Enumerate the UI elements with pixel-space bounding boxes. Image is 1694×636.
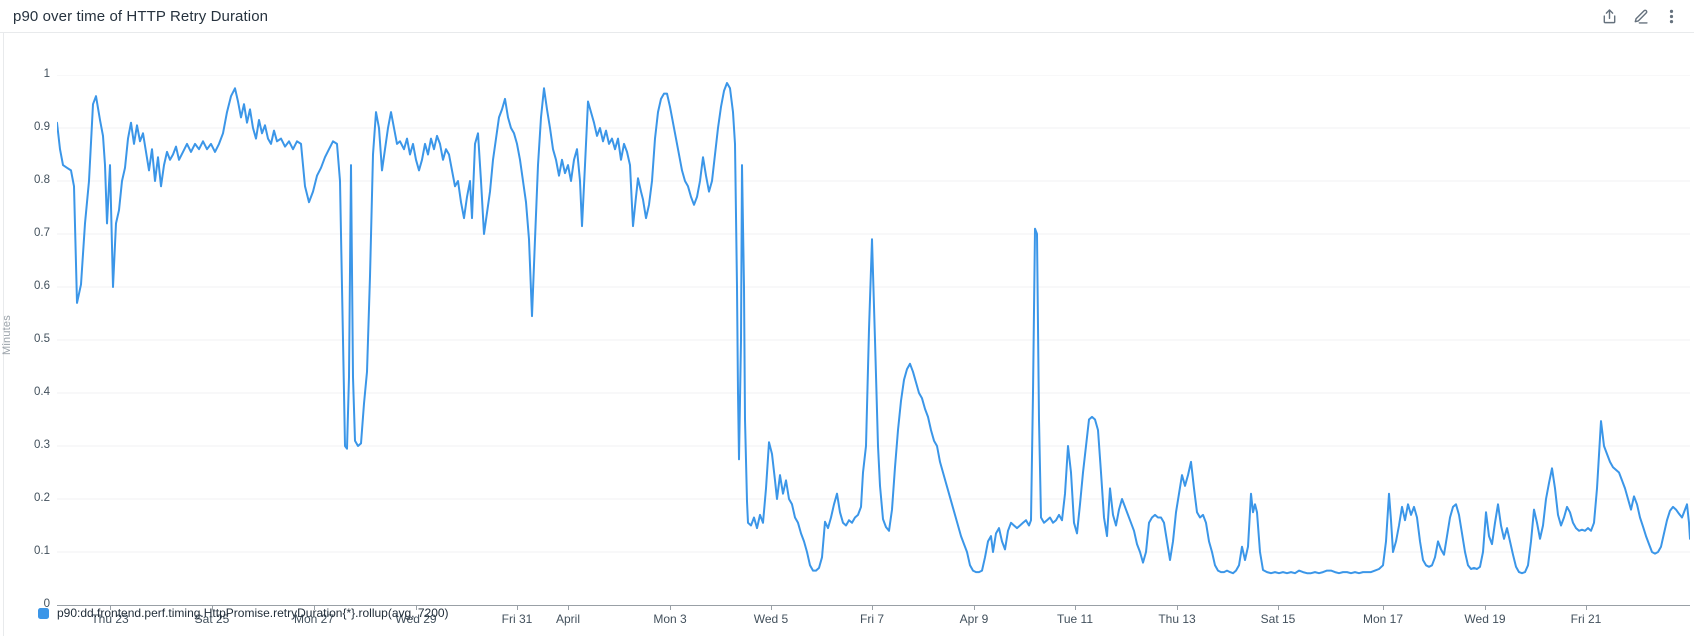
x-tick-mark [1383,605,1384,610]
x-tick-label: Sat 15 [1260,612,1296,626]
x-tick-label: Tue 11 [1056,612,1094,626]
widget-header: p90 over time of HTTP Retry Duration [0,0,1694,33]
y-tick-label: 0.9 [34,121,50,133]
x-tick-mark [1177,605,1178,610]
x-tick-label: Mon 17 [1362,612,1404,626]
y-tick-label: 0 [43,598,50,610]
x-tick-label: Mon 3 [653,612,687,626]
y-tick-label: 0.2 [34,492,50,504]
header-actions [1600,7,1680,25]
x-tick-label: Thu 23 [91,612,129,626]
y-tick-label: 0.5 [34,333,50,345]
y-tick-label: 1 [43,68,50,80]
x-tick-label: Sat 25 [194,612,230,626]
x-tick-mark [1485,605,1486,610]
x-tick-mark [110,605,111,610]
x-tick-label: Thu 13 [1158,612,1196,626]
x-tick-label: Wed 19 [1464,612,1506,626]
line-chart-svg [57,75,1690,575]
x-tick-label: Fri 7 [860,612,884,626]
pencil-icon [1632,8,1649,25]
x-tick-label: Mon 27 [293,612,335,626]
x-tick-mark [872,605,873,610]
x-tick-mark [670,605,671,610]
y-tick-label: 0.7 [34,227,50,239]
x-tick-mark [1278,605,1279,610]
x-tick-label: Apr 9 [959,612,989,626]
page-title: p90 over time of HTTP Retry Duration [13,7,269,25]
share-export-icon [1601,8,1618,25]
x-tick-mark [974,605,975,610]
x-tick-mark [517,605,518,610]
x-tick-mark [568,605,569,610]
widget-left-border [3,0,4,636]
legend-color-swatch [38,607,49,619]
x-tick-mark [314,605,315,610]
x-tick-mark [771,605,772,610]
kebab-menu-icon [1663,8,1680,25]
series-line [57,82,1690,575]
x-tick-label: Wed 29 [395,612,437,626]
y-tick-label: 0.4 [34,386,50,398]
x-tick-label: Fri 21 [1570,612,1602,626]
export-button[interactable] [1600,7,1618,25]
x-tick-label: April [555,612,581,626]
y-tick-label: 0.6 [34,280,50,292]
legend-label: p90:dd.frontend.perf.timing.HttpPromise.… [57,606,449,620]
y-tick-label: 0.1 [34,545,50,557]
x-tick-mark [1586,605,1587,610]
x-axis-line [57,605,1690,606]
y-tick-label: 0.3 [34,439,50,451]
edit-button[interactable] [1631,7,1649,25]
x-tick-mark [212,605,213,610]
chart-canvas[interactable]: Minutes 0 0.1 0.2 0.3 0.4 0.5 0.6 0.7 0.8 0.9 1 Th… [0,34,1694,626]
more-options-button[interactable] [1662,7,1680,25]
x-tick-label: Fri 31 [501,612,533,626]
x-tick-mark [416,605,417,610]
x-tick-label: Wed 5 [753,612,789,626]
legend-item[interactable]: p90:dd.frontend.perf.timing.HttpPromise.… [38,606,449,620]
y-tick-label: 0.8 [34,174,50,186]
x-tick-mark [1075,605,1076,610]
